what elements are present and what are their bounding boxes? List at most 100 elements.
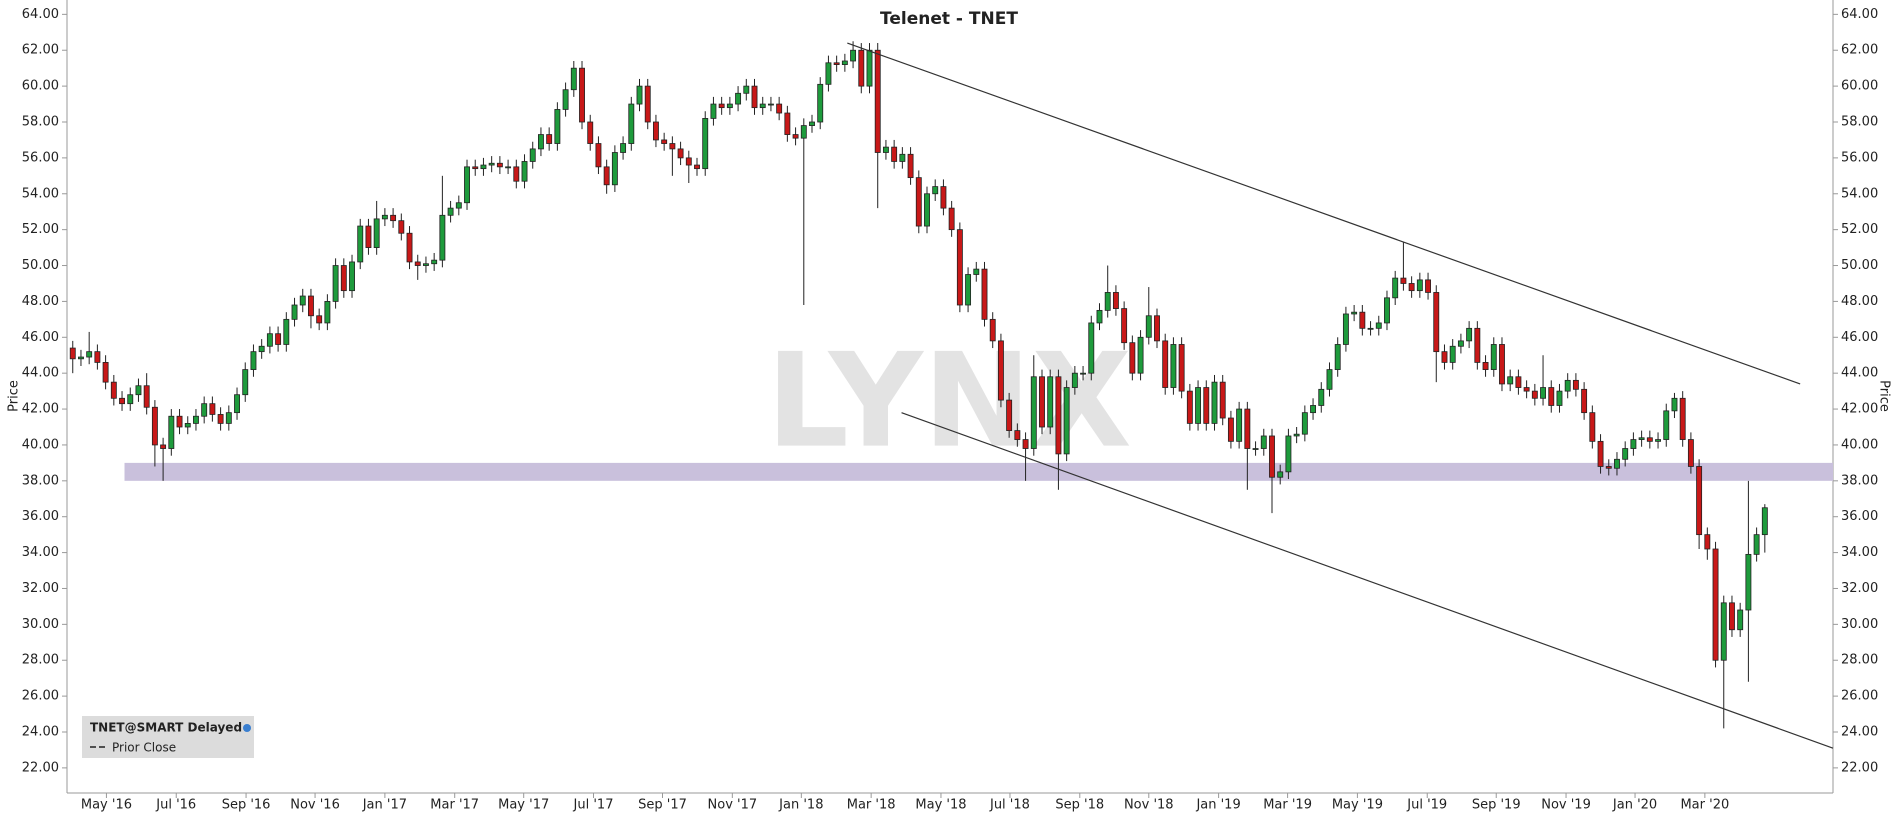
candle-body: [1400, 277, 1407, 284]
candle-body: [1269, 435, 1275, 478]
y-tick-label: 58.00: [22, 115, 59, 130]
candle-body: [677, 148, 684, 159]
y-tick-label-right: 36.00: [1841, 509, 1878, 524]
y-tick-label: 36.00: [22, 509, 59, 524]
candle-body: [1564, 379, 1571, 392]
candle-body: [1605, 466, 1612, 469]
candle-body: [1014, 430, 1021, 440]
candle-body: [357, 225, 364, 263]
candle-body: [1104, 292, 1111, 311]
candle-body: [209, 403, 216, 415]
y-tick-label-right: 54.00: [1841, 186, 1878, 201]
candle-body: [1466, 327, 1473, 342]
y-tick-label-right: 26.00: [1841, 689, 1878, 704]
y-tick-label: 26.00: [22, 689, 59, 704]
candle-body: [513, 166, 520, 182]
candle-body: [1696, 466, 1703, 536]
candle-body: [1063, 387, 1070, 455]
candle-body: [1441, 351, 1448, 363]
candle-body: [981, 268, 988, 320]
candle-body: [537, 134, 544, 150]
candle-body: [1646, 437, 1653, 442]
candle-body: [595, 143, 602, 168]
candle-body: [1597, 440, 1604, 467]
candle-body: [759, 103, 766, 109]
legend-icon: [243, 724, 251, 732]
candle-body: [217, 414, 224, 424]
candle-body: [431, 259, 438, 265]
candle-body: [1622, 448, 1629, 460]
candle-body: [258, 345, 265, 353]
legend-title: TNET@SMART Delayed: [90, 721, 242, 735]
candle-body: [1384, 297, 1390, 324]
x-tick-label: Mar '18: [847, 798, 896, 813]
candle-body: [1482, 362, 1489, 370]
y-tick-label: 46.00: [22, 330, 59, 345]
x-tick-label: Jan '18: [778, 798, 823, 813]
y-tick-label-right: 62.00: [1841, 43, 1878, 58]
candle-body: [1753, 534, 1760, 555]
legend-item: Prior Close: [112, 741, 176, 755]
x-tick-label: Nov '16: [290, 798, 340, 813]
candle-body: [1556, 390, 1563, 406]
candle-body: [1244, 408, 1251, 449]
candle-body: [948, 207, 955, 231]
y-tick-label-right: 34.00: [1841, 545, 1878, 560]
candle-body: [685, 157, 692, 166]
candle-body: [529, 148, 536, 162]
candle-body: [1449, 345, 1456, 363]
candle-body: [751, 85, 758, 109]
x-tick-label: Jul '18: [989, 798, 1030, 813]
candle-body: [201, 403, 208, 417]
candle-body: [1729, 602, 1735, 631]
y-tick-label: 62.00: [22, 43, 59, 58]
y-tick-label-right: 42.00: [1841, 402, 1878, 417]
candle-body: [940, 186, 947, 209]
candle-body: [1737, 609, 1744, 631]
y-tick-label-right: 40.00: [1841, 437, 1878, 452]
x-tick-label: May '17: [498, 798, 549, 813]
candle-body: [283, 318, 290, 345]
candle-body: [1121, 308, 1128, 344]
y-tick-label: 34.00: [22, 545, 59, 560]
candle-body: [439, 214, 446, 261]
candle-body: [726, 103, 733, 109]
candle-body: [1310, 405, 1317, 414]
candle-body: [1425, 279, 1431, 293]
candle-body: [143, 385, 150, 408]
candle-body: [78, 356, 84, 360]
candle-body: [225, 412, 232, 424]
candle-body: [455, 202, 462, 209]
candle-body: [554, 109, 561, 144]
candle-body: [809, 121, 815, 126]
candle-body: [1022, 439, 1029, 449]
y-tick-label: 40.00: [22, 437, 59, 452]
y-tick-label: 56.00: [22, 150, 59, 165]
candle-body: [1096, 309, 1103, 324]
candle-body: [234, 394, 240, 414]
candle-body: [735, 92, 742, 105]
candle-body: [1112, 292, 1119, 309]
y-tick-label-right: 46.00: [1841, 330, 1878, 345]
candle-body: [1671, 397, 1678, 412]
y-tick-label: 48.00: [22, 294, 59, 309]
candle-body: [1326, 369, 1333, 390]
candle-body: [924, 193, 930, 227]
candle-body: [628, 103, 635, 144]
x-tick-label: Sep '19: [1472, 798, 1521, 813]
candle-body: [308, 295, 314, 317]
candle-body: [907, 153, 914, 179]
candle-body: [1745, 553, 1752, 611]
candle-body: [743, 85, 750, 94]
candle-body: [932, 186, 939, 195]
candle-body: [899, 153, 906, 162]
candle-body: [1154, 315, 1160, 342]
candle-body: [841, 60, 848, 65]
y-tick-label-right: 24.00: [1841, 725, 1878, 740]
candle-body: [792, 134, 799, 139]
candle-body: [1392, 277, 1399, 299]
candle-body: [299, 295, 306, 306]
candle-body: [1088, 322, 1095, 374]
candle-body: [776, 103, 783, 114]
x-tick-label: Jul '16: [155, 798, 196, 813]
